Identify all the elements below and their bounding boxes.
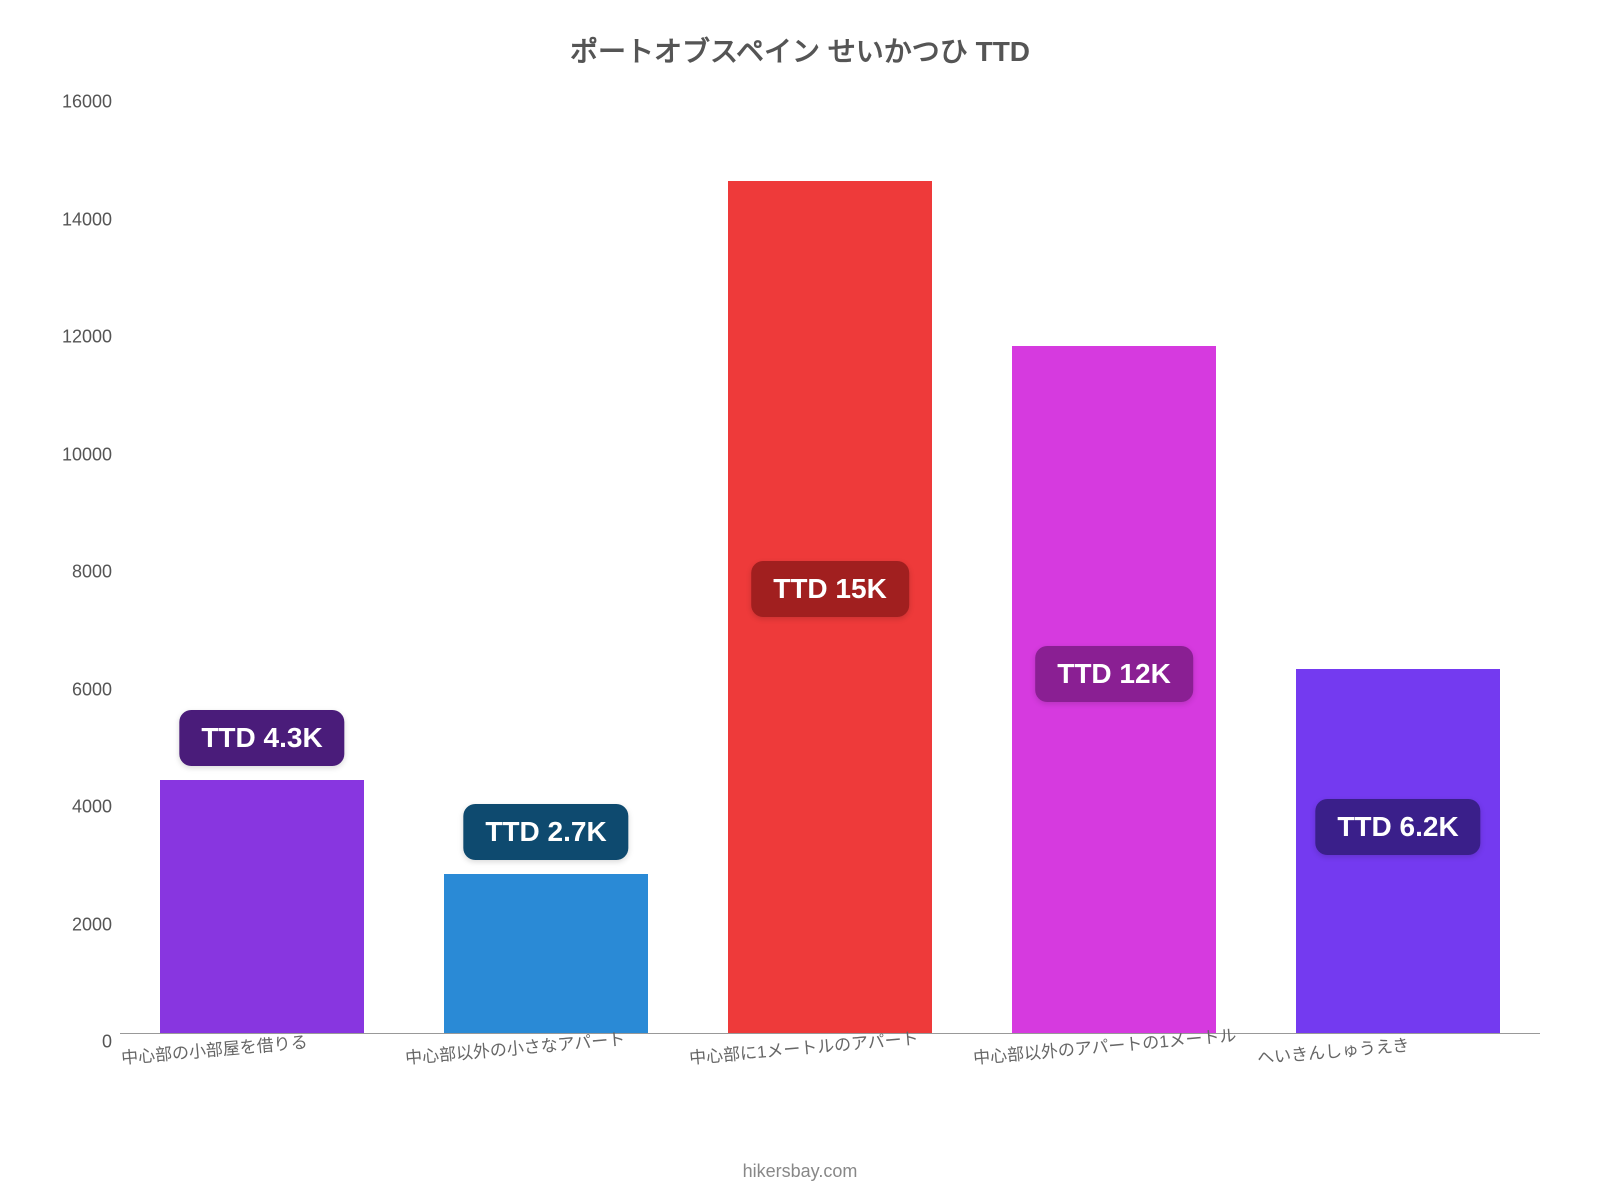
y-tick-label: 12000 — [42, 327, 112, 348]
x-label-slot: 中心部に1メートルのアパート — [688, 1034, 972, 1094]
y-tick-label: 4000 — [42, 797, 112, 818]
plot-area: 0200040006000800010000120001400016000 TT… — [120, 94, 1540, 1034]
y-axis: 0200040006000800010000120001400016000 — [40, 94, 118, 1033]
bar-slot: TTD 2.7K — [404, 94, 688, 1033]
x-label-slot: 中心部以外のアパートの1メートル — [972, 1034, 1256, 1094]
bar: TTD 2.7K — [444, 874, 648, 1033]
y-tick-label: 8000 — [42, 562, 112, 583]
value-badge: TTD 15K — [751, 561, 909, 617]
x-label-slot: 中心部以外の小さなアパート — [404, 1034, 688, 1094]
x-axis-label: へいきんしゅうえき — [1256, 1031, 1410, 1069]
value-badge: TTD 2.7K — [463, 804, 628, 860]
x-label-slot: 中心部の小部屋を借りる — [120, 1034, 404, 1094]
value-badge: TTD 4.3K — [179, 710, 344, 766]
y-tick-label: 0 — [42, 1032, 112, 1053]
bar-slot: TTD 4.3K — [120, 94, 404, 1033]
y-tick-label: 10000 — [42, 444, 112, 465]
y-tick-label: 14000 — [42, 209, 112, 230]
x-axis-label: 中心部の小部屋を借りる — [120, 1028, 308, 1069]
chart-title: ポートオブスペイン せいかつひ TTD — [40, 30, 1560, 70]
x-label-slot: へいきんしゅうえき — [1256, 1034, 1540, 1094]
bar: TTD 12K — [1012, 346, 1216, 1033]
attribution-text: hikersbay.com — [0, 1161, 1600, 1182]
bar-slot: TTD 15K — [688, 94, 972, 1033]
y-tick-label: 2000 — [42, 914, 112, 935]
value-badge: TTD 6.2K — [1315, 799, 1480, 855]
bar: TTD 15K — [728, 181, 932, 1033]
y-tick-label: 16000 — [42, 92, 112, 113]
chart-container: ポートオブスペイン せいかつひ TTD 02000400060008000100… — [0, 0, 1600, 1200]
x-axis-labels: 中心部の小部屋を借りる中心部以外の小さなアパート中心部に1メートルのアパート中心… — [120, 1034, 1540, 1094]
bar: TTD 6.2K — [1296, 669, 1500, 1033]
value-badge: TTD 12K — [1035, 646, 1193, 702]
bar-slot: TTD 6.2K — [1256, 94, 1540, 1033]
bars-group: TTD 4.3K TTD 2.7K TTD 15K TTD 12K TTD 6.2K — [120, 94, 1540, 1033]
y-tick-label: 6000 — [42, 679, 112, 700]
bar-slot: TTD 12K — [972, 94, 1256, 1033]
bar: TTD 4.3K — [160, 780, 364, 1033]
